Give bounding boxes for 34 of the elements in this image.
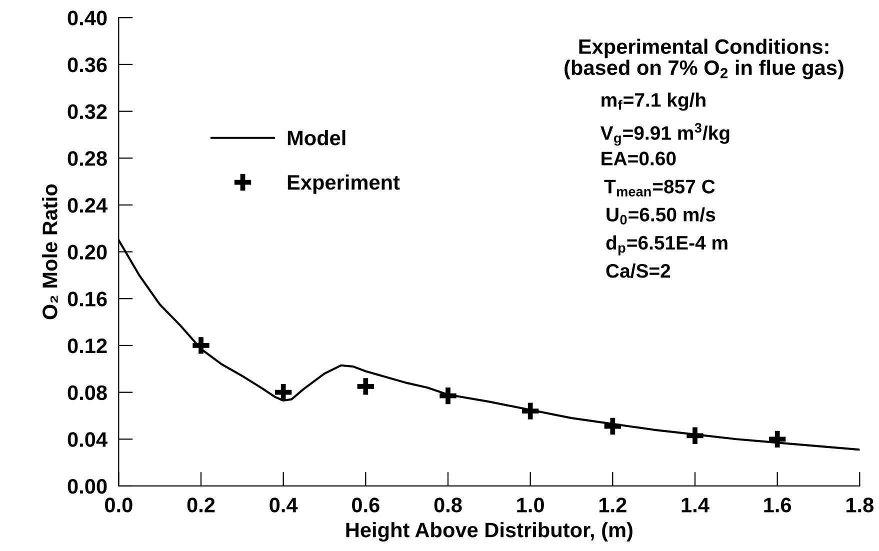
x-tick-label: 0.6 — [352, 498, 380, 512]
legend-label: Model — [288, 130, 346, 146]
x-tick-label: 1.6 — [764, 498, 792, 512]
y-tick-label: 0.12 — [68, 338, 107, 354]
y-axis-title: O₂ Mole Ratio — [42, 184, 58, 320]
y-tick-label: 0.32 — [68, 104, 107, 120]
x-tick-label: 0.8 — [434, 498, 462, 512]
y-tick-label: 0.40 — [68, 10, 107, 26]
x-tick-label: 0.2 — [187, 498, 215, 512]
annotation: d$_{p}$=6.51E-4 m — [606, 235, 728, 256]
y-tick-label: 0.28 — [68, 151, 107, 166]
y-tick-label: 0.36 — [68, 57, 107, 72]
legend-label: Experiment — [288, 174, 400, 194]
annotation: U$_{0}$=6.50 m/s — [606, 207, 716, 225]
annotation: (based on 7% O$_{2}$ in flue gas) — [564, 60, 844, 80]
x-axis-title: Height Above Distributor, (m) — [346, 522, 632, 542]
annotation: V$_{g}$=9.91 m$^{3}$/kg — [600, 123, 730, 146]
annotation: Ca/S=2 — [606, 264, 670, 278]
y-tick-label: 0.20 — [68, 244, 107, 260]
y-tick-label: 0.04 — [68, 432, 108, 447]
y-tick-label: 0.24 — [68, 198, 108, 213]
x-tick-label: 1.0 — [517, 498, 544, 512]
y-tick-label: 0.00 — [68, 478, 107, 494]
x-tick-label: 0.4 — [270, 498, 298, 512]
annotation: EA=0.60 — [602, 152, 676, 166]
x-tick-label: 1.4 — [682, 498, 710, 512]
annotation: m$_{f}$=7.1 kg/h — [602, 92, 706, 111]
x-tick-label: 1.8 — [846, 498, 874, 512]
annotation: Experimental Conditions: — [579, 38, 828, 58]
y-tick-label: 0.08 — [68, 385, 107, 400]
x-tick-label: 1.2 — [599, 498, 626, 512]
x-tick-label: 0.0 — [105, 498, 132, 512]
y-tick-label: 0.16 — [68, 292, 107, 306]
annotation: T$_{mean}$=857 C — [604, 180, 715, 196]
